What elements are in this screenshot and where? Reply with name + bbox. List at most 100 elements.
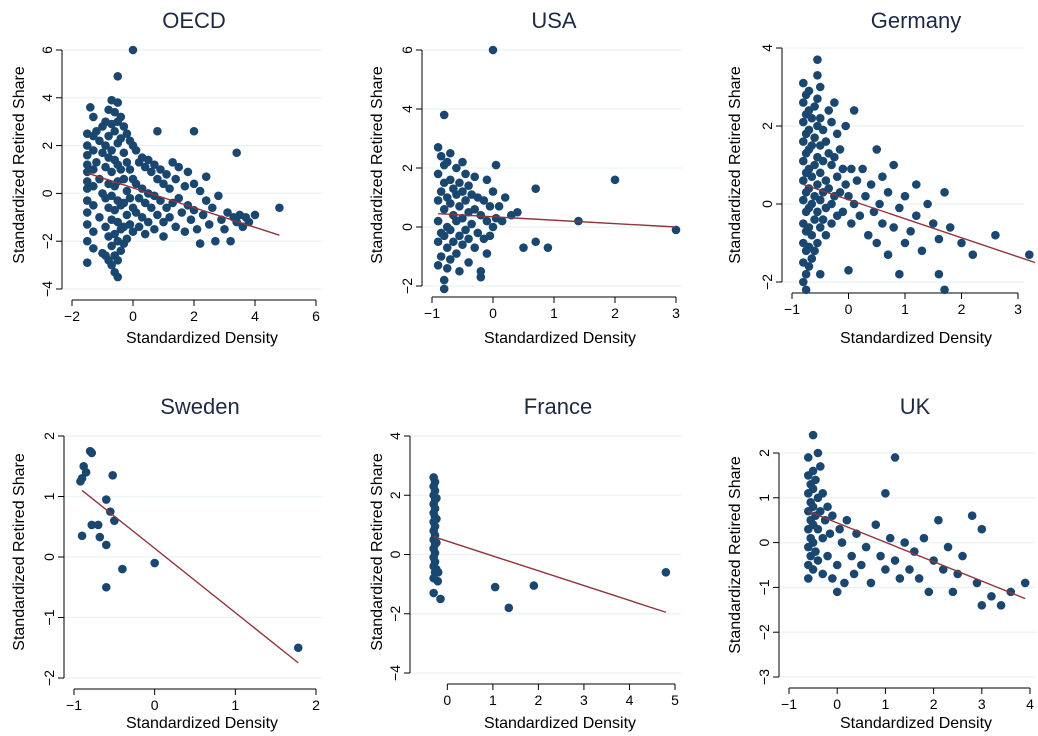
data-point [890, 453, 900, 462]
panel-title: UK [900, 394, 931, 419]
data-point [497, 216, 507, 226]
y-tick-label: 0 [759, 200, 775, 208]
x-axis-label: Standardized Density [126, 715, 278, 732]
data-point [844, 266, 853, 275]
data-point [116, 134, 126, 143]
y-tick-label: 0 [39, 189, 55, 197]
x-tick-label: 1 [231, 697, 239, 713]
data-point [827, 219, 836, 228]
data-point [813, 448, 823, 458]
data-point [479, 196, 489, 205]
data-point [113, 256, 123, 265]
data-point [799, 195, 808, 205]
data-point [804, 223, 814, 232]
data-point [996, 601, 1006, 610]
x-axis-label: Standardized Density [840, 330, 992, 347]
data-point [818, 569, 828, 579]
data-point [87, 520, 97, 530]
data-point [107, 167, 116, 177]
data-point [470, 243, 480, 252]
y-tick-label: −2 [41, 670, 57, 686]
data-point [847, 219, 856, 228]
data-point [482, 216, 492, 226]
data-point [147, 167, 156, 177]
data-point [482, 249, 492, 258]
data-point [912, 180, 921, 189]
data-point [815, 269, 825, 279]
data-point [461, 196, 470, 205]
data-point [98, 148, 107, 158]
data-point [938, 565, 948, 574]
y-tick-label: −1 [756, 579, 772, 595]
data-point [917, 246, 927, 256]
data-point [531, 184, 540, 193]
y-tick-label: −3 [756, 669, 772, 685]
data-point [201, 172, 211, 181]
data-point [813, 524, 823, 534]
data-point [107, 241, 116, 251]
data-point [150, 160, 159, 170]
x-tick-label: 3 [1014, 301, 1022, 317]
data-point [808, 538, 818, 547]
data-point [861, 191, 870, 201]
data-point [878, 219, 887, 228]
data-point [82, 196, 92, 205]
data-point [837, 538, 847, 547]
data-point [153, 174, 162, 184]
data-point [485, 202, 495, 211]
data-point [147, 203, 156, 213]
fit-line [87, 172, 280, 236]
y-axis-label: Standardized Retired Share [727, 66, 744, 264]
data-point [433, 196, 443, 205]
data-point [113, 98, 123, 107]
data-point [110, 126, 119, 136]
data-point [828, 574, 837, 583]
data-point [134, 222, 144, 232]
y-tick-label: 6 [39, 46, 55, 54]
data-point [86, 103, 95, 112]
data-point [439, 275, 449, 285]
data-point [872, 145, 882, 154]
data-point [883, 250, 893, 259]
y-tick-label: 0 [399, 223, 415, 231]
data-point [122, 210, 132, 220]
data-point [89, 112, 98, 122]
x-tick-label: 1 [550, 305, 558, 321]
y-tick-label: 4 [39, 94, 55, 102]
data-point [113, 71, 123, 81]
data-point [171, 174, 180, 184]
data-point [223, 208, 232, 217]
data-point [500, 193, 510, 202]
data-point [878, 172, 887, 181]
data-point [841, 180, 850, 189]
data-point [446, 175, 455, 185]
data-point [852, 176, 862, 185]
x-tick-label: 3 [580, 692, 588, 708]
data-point [107, 191, 116, 201]
data-point [818, 489, 828, 498]
data-point [439, 284, 449, 294]
data-point [436, 594, 445, 604]
data-point [815, 113, 825, 123]
fit-line [438, 213, 677, 228]
x-tick-label: −1 [781, 696, 797, 712]
data-point [177, 208, 187, 217]
data-point [101, 222, 110, 232]
data-point [464, 181, 473, 190]
y-tick-label: 2 [387, 491, 403, 499]
data-point [82, 220, 92, 229]
data-point [488, 187, 498, 196]
data-point [464, 234, 473, 244]
x-axis-label: Standardized Density [484, 330, 636, 347]
data-point [455, 202, 464, 211]
data-point [131, 146, 141, 155]
data-point [433, 143, 443, 152]
data-point [458, 213, 467, 223]
data-point [801, 269, 811, 279]
data-point [232, 148, 241, 158]
x-tick-label: 6 [312, 308, 320, 324]
x-axis-label: Standardized Density [126, 330, 278, 347]
data-point [828, 511, 837, 521]
panel-uk: UK Standardized Density Standardized Ret… [727, 394, 1036, 732]
data-point [841, 121, 850, 131]
